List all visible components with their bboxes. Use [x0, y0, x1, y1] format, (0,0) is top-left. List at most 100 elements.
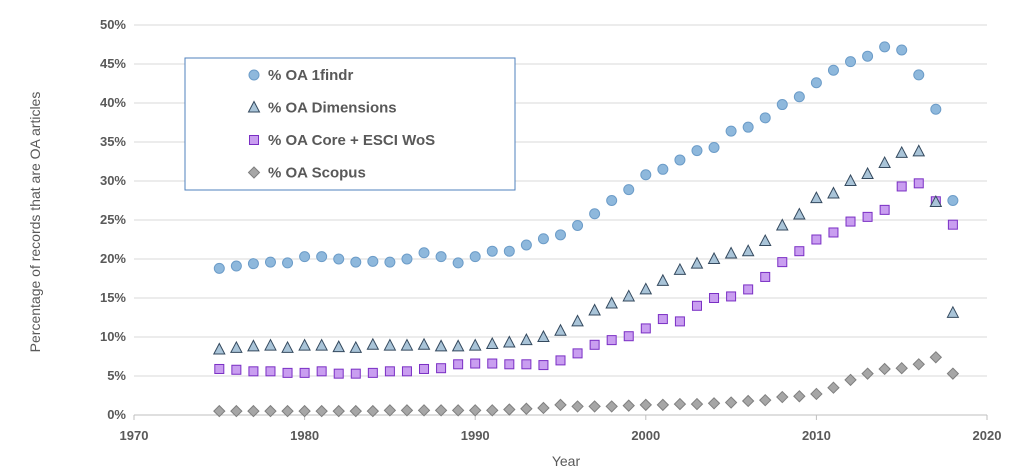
data-point: [230, 404, 243, 418]
data-point: [862, 50, 874, 62]
data-point: [845, 56, 857, 68]
data-point: [298, 338, 311, 351]
data-point: [656, 398, 670, 412]
data-point: [725, 125, 737, 137]
data-point: [947, 195, 959, 206]
data-point: [366, 404, 380, 418]
data-point: [861, 367, 874, 380]
data-point: [349, 340, 363, 353]
data-point: [707, 397, 721, 410]
legend-entry: % OA Core + ESCI WoS: [249, 132, 435, 149]
legend-label: % OA Dimensions: [268, 100, 397, 117]
data-point: [707, 251, 721, 264]
data-point: [946, 305, 960, 318]
data-point: [775, 218, 789, 231]
data-point: [691, 300, 702, 311]
data-point: [520, 402, 533, 415]
data-point: [417, 404, 431, 417]
legend-entry: % OA Scopus: [247, 165, 366, 182]
data-point: [468, 338, 482, 351]
data-point: [827, 381, 840, 394]
data-point: [793, 207, 806, 220]
data-point: [332, 340, 346, 353]
data-point: [265, 366, 276, 377]
data-point: [896, 44, 908, 56]
data-point: [656, 273, 670, 286]
data-point: [264, 338, 277, 351]
series-diamond: [213, 351, 960, 418]
data-point: [332, 404, 345, 418]
data-point: [622, 289, 636, 302]
data-point: [315, 338, 328, 351]
legend-marker: [249, 135, 259, 145]
data-point: [588, 303, 601, 316]
data-point: [673, 262, 687, 275]
data-point: [777, 257, 788, 268]
data-point: [588, 400, 601, 413]
data-point: [673, 397, 687, 411]
data-point: [946, 367, 960, 380]
data-point: [674, 154, 686, 166]
data-point: [896, 181, 907, 192]
data-point: [913, 69, 925, 81]
data-point: [417, 337, 431, 350]
y-tick-label: 25%: [100, 212, 126, 227]
data-point: [690, 397, 704, 411]
data-point: [554, 323, 567, 336]
series-square: [214, 178, 958, 379]
legend-marker: [247, 166, 261, 179]
data-point: [758, 233, 772, 247]
data-point: [930, 103, 942, 115]
data-point: [657, 314, 668, 325]
data-point: [912, 358, 925, 371]
data-point: [451, 404, 465, 417]
data-point: [929, 351, 943, 364]
data-point: [776, 390, 789, 404]
data-point: [845, 216, 856, 227]
y-tick-label: 10%: [100, 329, 126, 344]
data-point: [811, 234, 822, 245]
y-axis-title: Percentage of records that are OA articl…: [27, 92, 43, 353]
legend-entry: % OA 1findr: [248, 67, 353, 84]
data-point: [231, 364, 242, 375]
y-tick-label: 35%: [100, 134, 126, 149]
data-point: [929, 194, 943, 208]
data-point: [316, 366, 327, 377]
data-point: [879, 204, 890, 215]
data-point: [793, 390, 806, 403]
data-point: [452, 257, 464, 269]
data-point: [350, 256, 362, 268]
data-point: [298, 404, 311, 418]
data-point: [640, 323, 651, 334]
data-point: [470, 358, 481, 369]
data-point: [827, 186, 840, 199]
data-point: [384, 366, 395, 377]
data-point: [810, 191, 823, 204]
data-point: [947, 219, 958, 230]
y-tick-label: 15%: [100, 290, 126, 305]
data-point: [844, 373, 857, 387]
data-point: [333, 253, 345, 265]
data-point: [469, 251, 481, 263]
data-point: [521, 359, 532, 370]
data-point: [555, 355, 566, 366]
data-point: [708, 141, 720, 153]
y-tick-label: 40%: [100, 95, 126, 110]
data-point: [383, 404, 397, 417]
data-point: [316, 251, 328, 263]
data-point: [315, 404, 328, 418]
legend-label: % OA Scopus: [268, 165, 366, 182]
data-point: [589, 208, 601, 220]
data-point: [349, 404, 362, 418]
x-axis-title: Year: [552, 453, 581, 469]
data-point: [486, 245, 498, 257]
data-point: [281, 340, 294, 353]
data-point: [435, 251, 447, 263]
data-point: [434, 339, 448, 352]
data-point: [571, 314, 584, 327]
data-point: [724, 396, 738, 409]
data-point: [554, 398, 567, 412]
data-point: [502, 335, 516, 348]
data-point: [895, 145, 909, 158]
